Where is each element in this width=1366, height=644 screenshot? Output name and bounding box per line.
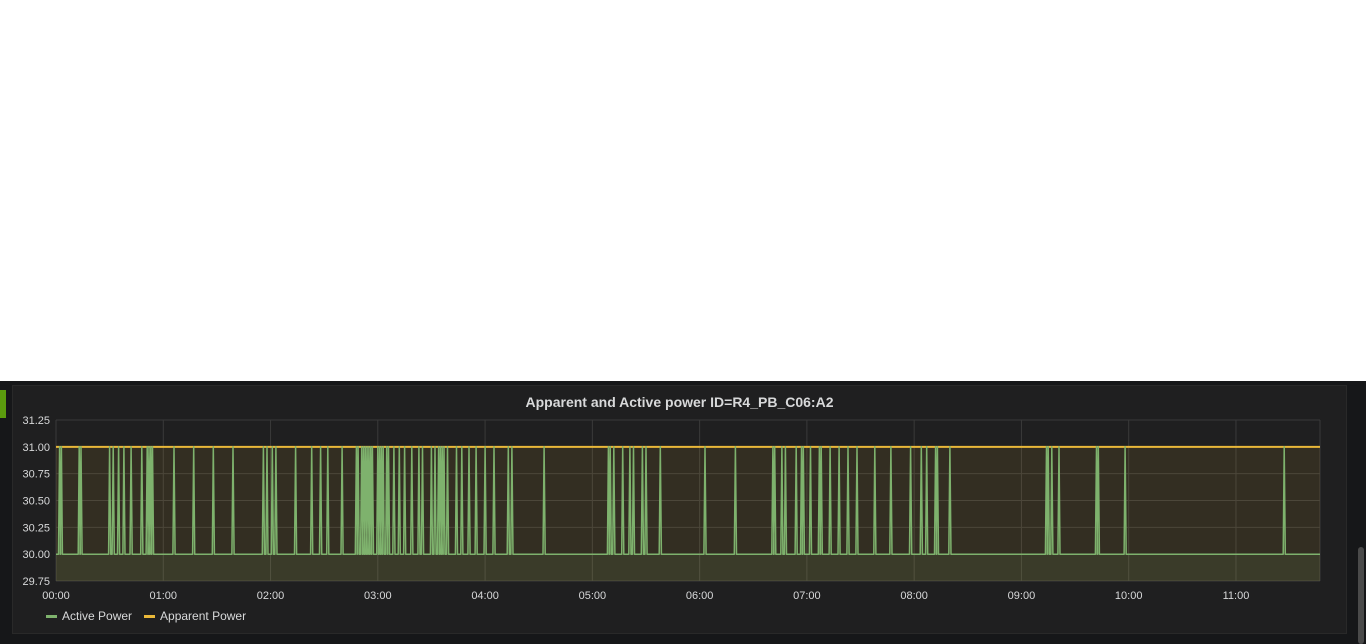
page-scrollbar[interactable] bbox=[1358, 547, 1364, 644]
x-tick-label: 01:00 bbox=[150, 590, 178, 602]
panel-title[interactable]: Apparent and Active power ID=R4_PB_C06:A… bbox=[525, 394, 834, 410]
y-tick-label: 30.75 bbox=[22, 469, 50, 481]
x-tick-label: 09:00 bbox=[1008, 590, 1036, 602]
legend-label-apparent: Apparent Power bbox=[160, 609, 247, 623]
y-tick-label: 31.00 bbox=[22, 442, 50, 454]
legend-swatch-active bbox=[46, 614, 57, 618]
legend-item-active-power[interactable]: Active Power bbox=[46, 609, 132, 623]
chart-legend: Active Power Apparent Power bbox=[46, 609, 246, 623]
y-tick-label: 30.50 bbox=[22, 496, 50, 508]
x-tick-label: 10:00 bbox=[1115, 590, 1143, 602]
active-power-line bbox=[56, 446, 1320, 555]
x-tick-label: 05:00 bbox=[579, 590, 607, 602]
row-collapse-marker[interactable] bbox=[0, 390, 6, 418]
x-tick-label: 06:00 bbox=[686, 590, 714, 602]
x-tick-label: 03:00 bbox=[364, 590, 392, 602]
x-tick-label: 02:00 bbox=[257, 590, 285, 602]
x-tick-label: 04:00 bbox=[471, 590, 499, 602]
x-tick-label: 00:00 bbox=[42, 590, 70, 602]
y-tick-label: 30.25 bbox=[22, 522, 50, 534]
y-tick-label: 29.75 bbox=[22, 576, 50, 588]
legend-label-active: Active Power bbox=[62, 609, 133, 623]
legend-item-apparent-power[interactable]: Apparent Power bbox=[144, 609, 246, 623]
x-tick-label: 11:00 bbox=[1223, 590, 1250, 602]
y-tick-label: 30.00 bbox=[22, 549, 50, 561]
power-chart: 31.25 31.00 30.75 30.50 30.25 30.00 29.75 00:00… bbox=[22, 415, 1321, 602]
legend-swatch-apparent bbox=[144, 614, 156, 618]
x-tick-label: 08:00 bbox=[900, 590, 928, 602]
y-tick-label: 31.25 bbox=[22, 415, 50, 427]
x-tick-label: 07:00 bbox=[793, 590, 821, 602]
